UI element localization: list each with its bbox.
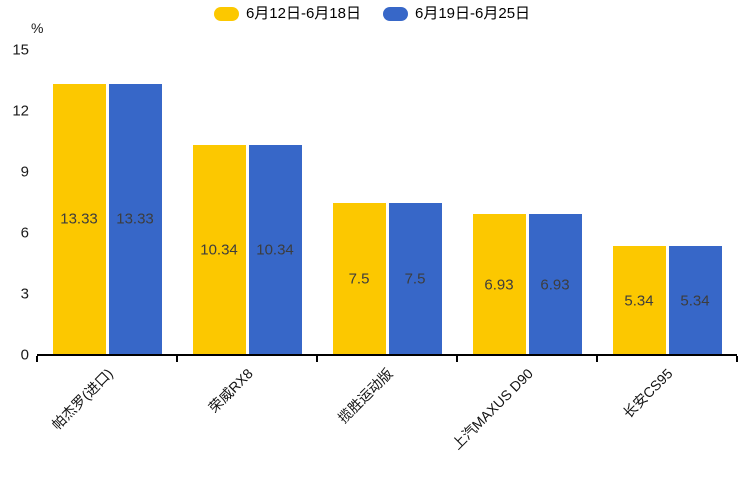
bar-value-label-s1-c1: 10.34 (256, 241, 294, 259)
y-tick-label-9: 9 (20, 163, 29, 181)
x-axis-tick-3 (456, 356, 458, 362)
bar-value-label-s1-c3: 6.93 (540, 276, 570, 294)
bar-s1-c0 (108, 83, 162, 355)
bar-s1-c3 (528, 214, 582, 355)
x-category-label-2: 揽胜运动版 (334, 365, 396, 427)
bar-value-label-s0-c3: 6.93 (484, 276, 514, 294)
x-category-label-1: 荣威RX8 (205, 365, 256, 416)
bar-value-label-s1-c4: 5.34 (680, 292, 710, 310)
bar-s0-c0 (52, 83, 106, 355)
bar-s0-c2 (332, 202, 386, 355)
x-axis-tick-5 (736, 356, 738, 362)
bar-value-label-s1-c2: 7.5 (404, 270, 426, 288)
bar-s0-c4 (612, 246, 666, 355)
bar-value-label-s1-c0: 13.33 (116, 210, 154, 228)
y-tick-label-15: 15 (12, 41, 29, 59)
bar-value-label-s0-c2: 7.5 (348, 270, 370, 288)
legend-item-0[interactable]: 6月12日-6月18日 (213, 5, 361, 22)
y-tick-label-6: 6 (20, 224, 29, 242)
y-axis-unit-label: % (31, 20, 44, 36)
legend-swatch-icon (213, 6, 239, 21)
bar-s0-c3 (472, 214, 526, 355)
legend-label: 6月12日-6月18日 (245, 5, 361, 22)
y-tick-label-12: 12 (12, 102, 29, 120)
legend-label: 6月19日-6月25日 (415, 5, 531, 22)
bar-s1-c4 (668, 246, 722, 355)
bar-s1-c2 (388, 202, 442, 355)
legend-item-1[interactable]: 6月19日-6月25日 (383, 6, 530, 21)
x-axis-tick-4 (596, 356, 598, 362)
bar-s1-c1 (248, 144, 302, 355)
bar-value-label-s0-c4: 5.34 (624, 292, 654, 310)
x-axis-tick-2 (316, 356, 318, 362)
x-category-label-3: 上汽MAXUS D90 (448, 365, 536, 453)
x-axis-tick-0 (36, 356, 38, 362)
legend: 6月12日-6月18日 6月19日-6月25日 (0, 6, 744, 21)
bar-value-label-s0-c1: 10.34 (200, 241, 238, 259)
bar-value-label-s0-c0: 13.33 (60, 210, 98, 228)
y-tick-label-3: 3 (20, 285, 29, 303)
y-tick-label-0: 0 (20, 346, 29, 364)
x-category-label-4: 长安CS95 (619, 365, 676, 422)
legend-swatch-icon (383, 6, 408, 21)
x-axis-tick-1 (176, 356, 178, 362)
x-axis-line (37, 354, 737, 356)
x-category-label-0: 帕杰罗(进口) (48, 365, 116, 433)
bar-s0-c1 (192, 144, 246, 355)
